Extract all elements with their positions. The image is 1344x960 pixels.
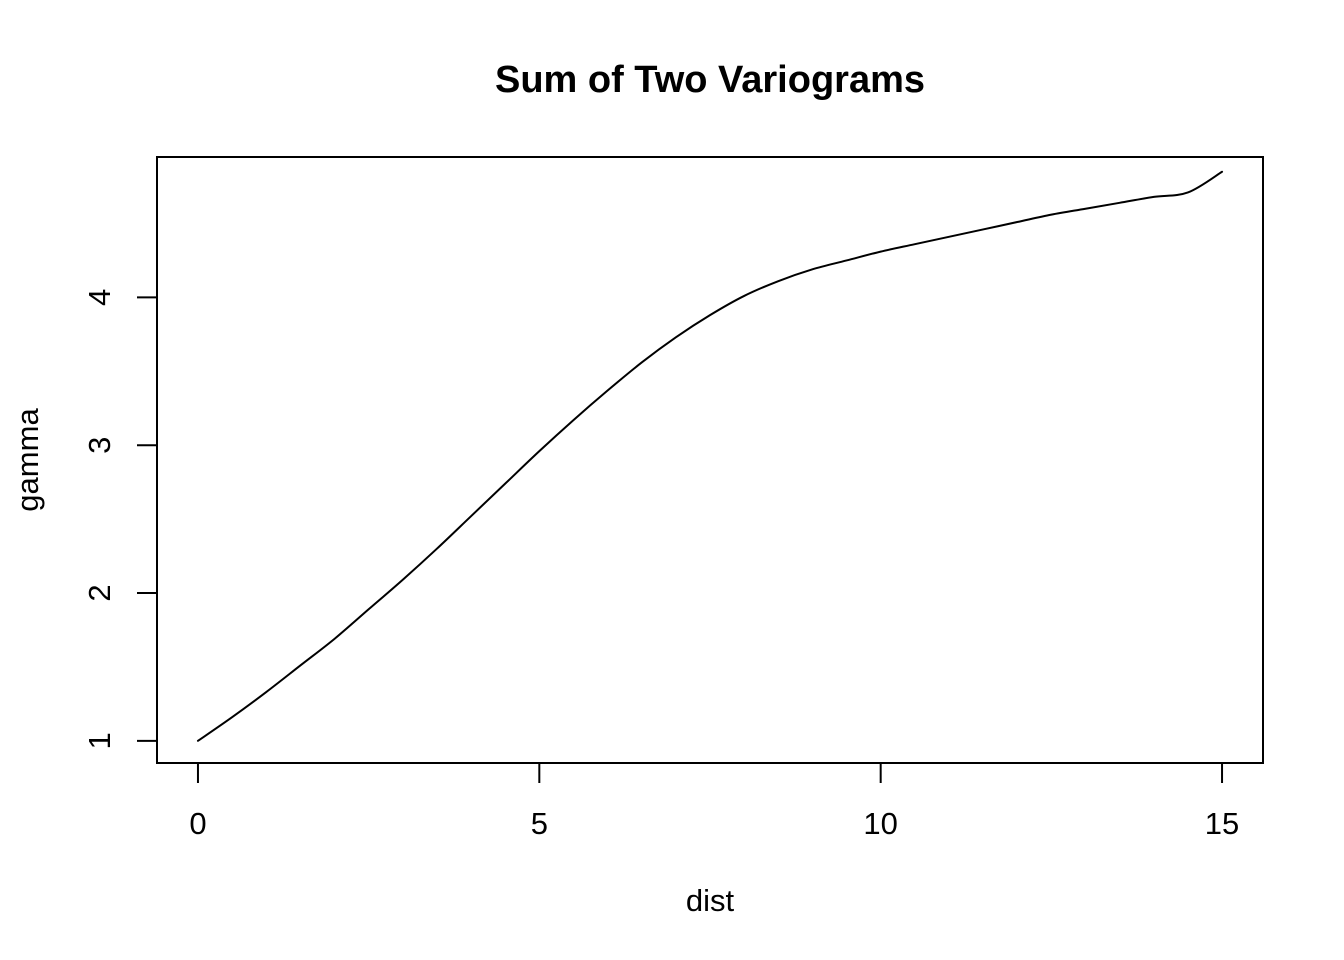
y-tick-label: 3: [82, 437, 117, 454]
x-tick-label: 15: [1205, 806, 1239, 841]
y-tick-label: 2: [82, 584, 117, 601]
chart-title: Sum of Two Variograms: [495, 59, 925, 101]
y-axis: 1 2 3 4: [82, 289, 158, 749]
y-axis-label: gamma: [10, 408, 45, 512]
plot-frame: [156, 156, 1264, 764]
x-tick-label: 0: [189, 806, 206, 841]
x-axis: 0 5 10 15: [189, 762, 1239, 841]
variogram-curve: [196, 170, 1224, 742]
x-tick-label: 10: [863, 806, 897, 841]
y-tick-label: 4: [82, 289, 117, 306]
x-axis-label: dist: [686, 883, 735, 918]
x-tick-label: 5: [531, 806, 548, 841]
y-tick-label: 1: [82, 732, 117, 749]
